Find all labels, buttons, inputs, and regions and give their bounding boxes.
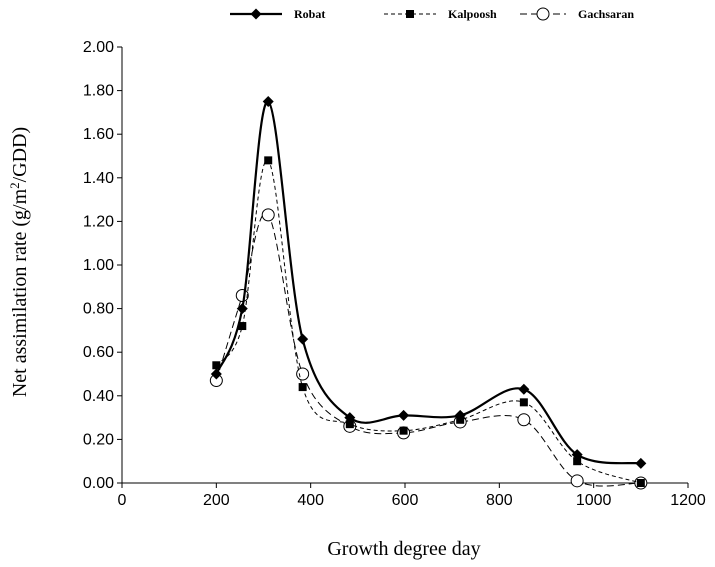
kalpoosh-point — [519, 398, 528, 407]
x-tick-label: 1000 — [576, 492, 612, 509]
x-tick-label: 0 — [118, 492, 127, 509]
robat-point — [454, 409, 466, 421]
x-tick-label: 600 — [392, 492, 419, 509]
y-tick-label: 2.00 — [83, 39, 114, 56]
legend-item-kalpoosh: Kalpoosh — [384, 7, 497, 21]
y-axis-title: Net assimilation rate (g/m2/GDD) — [7, 127, 32, 397]
legend-item-gachsaran: Gachsaran — [520, 7, 634, 21]
robat-point — [518, 383, 530, 395]
robat-point — [262, 96, 274, 107]
kalpoosh-point — [264, 156, 273, 165]
robat-point — [398, 409, 410, 421]
y-axis-title-end: /GDD) — [9, 127, 31, 183]
x-tick-label: 800 — [486, 492, 513, 509]
series-robat — [210, 96, 647, 469]
legend-kalpoosh-point — [406, 10, 414, 18]
robat-point — [344, 412, 356, 424]
robat-point — [297, 333, 309, 345]
legend-label-kalpoosh: Kalpoosh — [448, 7, 497, 21]
x-axis-title: Growth degree day — [327, 538, 480, 560]
gachsaran-point — [235, 289, 249, 303]
y-tick-label: 0.40 — [83, 388, 114, 405]
legend-gachsaran-point — [536, 7, 550, 21]
legend-label-robat: Robat — [294, 7, 325, 21]
robat-point — [210, 368, 222, 380]
series-line-gachsaran — [215, 212, 641, 487]
kalpoosh-point — [399, 426, 408, 435]
x-tick-label: 1200 — [670, 492, 706, 509]
robat-point — [571, 449, 583, 461]
axes: 0.00 0.20 0.40 0.60 0.80 1.00 1.20 1.40 1.60 1.80… — [83, 39, 706, 509]
kalpoosh-point — [238, 322, 247, 331]
series-layer — [209, 96, 648, 490]
series-line-robat — [215, 100, 641, 465]
legend-robat-point — [250, 8, 262, 20]
y-tick-label: 0.80 — [83, 301, 114, 318]
kalpoosh-point — [212, 361, 221, 370]
x-tick-label: 200 — [203, 492, 230, 509]
y-tick-label: 0.60 — [83, 344, 114, 361]
y-tick-label: 0.00 — [83, 475, 114, 492]
robat-point — [635, 457, 647, 469]
kalpoosh-point — [636, 479, 645, 487]
kalpoosh-point — [573, 457, 582, 466]
x-tick-label: 400 — [297, 492, 324, 509]
series-gachsaran — [209, 208, 648, 490]
series-kalpoosh — [212, 156, 645, 487]
gachsaran-point — [570, 474, 584, 488]
y-tick-label: 1.60 — [83, 126, 114, 143]
y-tick-label: 0.20 — [83, 431, 114, 448]
legend-item-robat: Robat — [230, 7, 325, 21]
y-tick-label: 1.80 — [83, 83, 114, 100]
robat-point — [236, 303, 248, 315]
y-tick-label: 1.40 — [83, 170, 114, 187]
gachsaran-point — [517, 413, 531, 427]
kalpoosh-point — [345, 420, 354, 429]
y-axis-title-sup: 2 — [7, 182, 22, 189]
gachsaran-point — [261, 208, 275, 222]
y-axis-title-main: Net assimilation rate (g/m — [9, 188, 31, 397]
y-tick-label: 1.20 — [83, 213, 114, 230]
kalpoosh-point — [298, 383, 307, 392]
y-tick-label: 1.00 — [83, 257, 114, 274]
legend: Robat Kalpoosh Gachsaran — [230, 7, 634, 21]
legend-label-gachsaran: Gachsaran — [578, 7, 634, 21]
series-line-kalpoosh — [215, 159, 641, 484]
